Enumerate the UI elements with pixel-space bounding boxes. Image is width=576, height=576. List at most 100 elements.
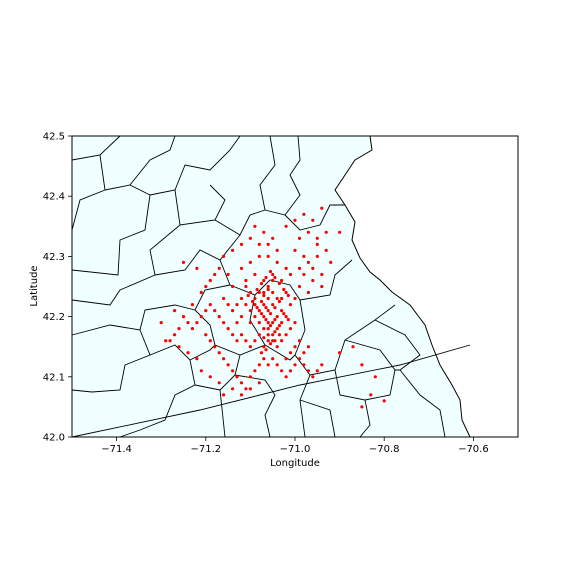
x-tick-label: −71.0: [280, 444, 311, 455]
data-point: [306, 260, 310, 264]
data-point: [222, 254, 226, 258]
data-points: [159, 206, 386, 409]
data-point: [213, 272, 217, 277]
data-point: [262, 315, 266, 319]
data-point: [262, 230, 266, 234]
data-point: [311, 375, 315, 379]
data-point: [320, 284, 324, 289]
data-point: [351, 345, 355, 349]
data-point: [195, 266, 199, 270]
data-point: [208, 375, 212, 379]
data-point: [235, 303, 239, 307]
data-point: [284, 266, 288, 270]
data-point: [297, 284, 302, 289]
y-axis-label: Latitude: [29, 265, 40, 306]
data-point: [253, 369, 257, 373]
data-point: [271, 278, 275, 283]
data-point: [239, 266, 244, 270]
data-point: [239, 393, 244, 397]
data-point: [273, 306, 277, 310]
x-tick-label: −70.8: [369, 444, 400, 455]
data-point: [284, 290, 288, 295]
town-boundary: [71, 184, 151, 276]
data-point: [239, 296, 244, 301]
data-point: [306, 369, 310, 373]
data-point: [280, 369, 284, 373]
data-point: [248, 260, 252, 264]
data-point: [257, 290, 261, 295]
x-tick-label: −71.4: [101, 444, 132, 455]
data-point: [268, 269, 273, 274]
data-point: [262, 336, 266, 340]
data-point: [231, 284, 235, 289]
data-point: [324, 230, 328, 234]
data-point: [257, 254, 261, 258]
data-point: [277, 299, 281, 304]
data-point: [284, 333, 288, 337]
data-point: [338, 351, 342, 355]
data-point: [259, 299, 264, 304]
data-point: [246, 293, 250, 298]
data-point: [311, 218, 315, 222]
data-point: [199, 290, 203, 295]
data-point: [273, 330, 277, 334]
data-point: [257, 333, 261, 337]
data-point: [286, 293, 290, 298]
data-point: [264, 318, 268, 322]
data-point: [329, 260, 333, 264]
data-point: [248, 321, 252, 325]
data-point: [306, 290, 310, 295]
y-tick-label: 42.1: [43, 372, 65, 383]
data-point: [373, 375, 377, 379]
data-point: [271, 339, 275, 343]
town-boundary: [104, 135, 176, 191]
data-point: [173, 309, 177, 313]
data-point: [320, 363, 324, 367]
data-point: [273, 318, 277, 322]
data-point: [244, 339, 248, 343]
data-point: [255, 287, 259, 292]
data-point: [320, 206, 324, 210]
data-point: [253, 296, 257, 301]
data-point: [288, 369, 293, 373]
data-point: [204, 309, 208, 313]
data-point: [275, 296, 279, 301]
data-point: [311, 278, 315, 283]
data-point: [280, 339, 284, 343]
data-point: [302, 363, 306, 367]
data-point: [293, 345, 297, 349]
data-point: [239, 242, 244, 246]
data-point: [284, 375, 288, 379]
data-point: [284, 357, 288, 361]
data-point: [271, 236, 275, 240]
data-point: [253, 315, 257, 319]
data-point: [297, 266, 302, 270]
data-point: [248, 387, 252, 391]
town-boundary: [149, 135, 241, 196]
data-point: [208, 339, 212, 343]
data-point: [231, 369, 235, 373]
data-point: [284, 224, 288, 228]
data-point: [264, 306, 268, 310]
data-point: [173, 333, 177, 337]
town-boundary: [194, 354, 241, 391]
data-point: [186, 351, 190, 355]
data-point: [259, 281, 264, 286]
data-point: [266, 327, 270, 331]
data-point: [288, 303, 293, 307]
data-point: [280, 309, 284, 313]
data-point: [190, 303, 194, 307]
data-point: [324, 248, 328, 252]
data-point: [297, 236, 302, 240]
data-point: [315, 236, 319, 240]
data-point: [306, 345, 310, 349]
town-boundary: [119, 359, 196, 438]
data-point: [271, 321, 275, 325]
data-point: [244, 278, 248, 283]
data-point: [226, 363, 230, 367]
data-point: [293, 321, 297, 325]
data-point: [168, 339, 172, 343]
x-axis-ticks: −71.4 −71.2 −71.0 −70.8 −70.6: [101, 437, 489, 455]
data-point: [222, 357, 226, 361]
